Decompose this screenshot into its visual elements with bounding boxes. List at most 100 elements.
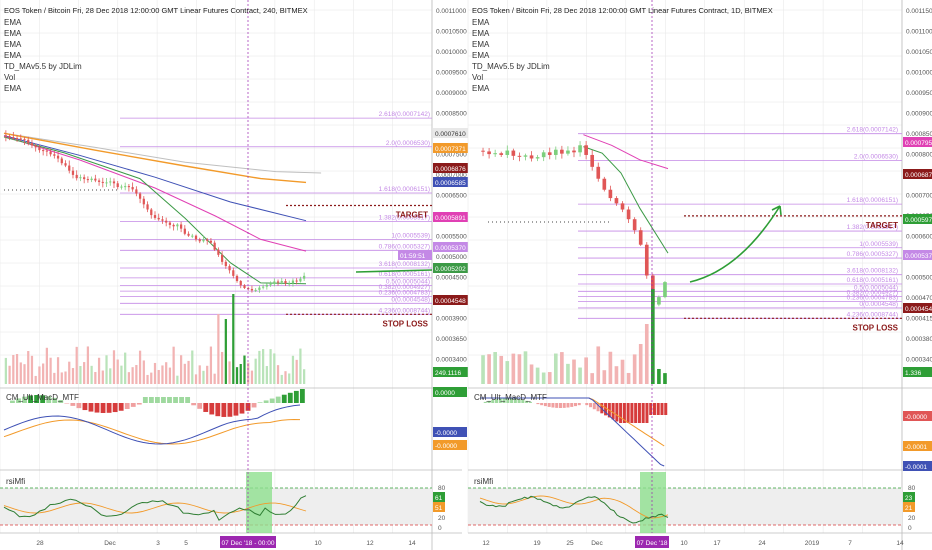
volume-bar [505,361,510,384]
candle-body [56,155,60,159]
macd-histogram-bar [34,395,40,403]
price-tag-text: 0.0007959 [905,140,932,147]
volume-bar [75,346,78,384]
volume-bar [153,362,157,384]
price-tag-bg [433,242,469,252]
volume-bar [535,367,540,384]
volume-bar [220,351,224,384]
volume-bar [303,369,306,384]
candle-body [644,244,649,276]
macd-tag: -0.0000 [433,440,467,450]
macd-histogram-bar [221,403,227,417]
price-axis-label: 0.0007000 [436,172,467,179]
candle-body [269,283,272,285]
macd-histogram-bar [215,403,221,417]
rsi-tag-bg [903,492,915,502]
candle-body [553,149,558,155]
macd-histogram-bar [179,397,184,403]
price-tag-text: 0.0005370 [905,253,932,260]
fib-level-label: 0(0.0004548) [859,301,898,308]
legend-item: EMA [472,18,490,27]
rsi-highlight-zone [246,472,272,533]
volume-bar [276,365,280,384]
macd-histogram-bar [528,401,532,403]
price-tag-text: 0.0005370 [435,245,466,252]
macd-histogram-bar [570,403,574,407]
candle-body [15,137,19,139]
time-axis-label: 14 [408,540,416,547]
fib-level-label: 0.236(0.0004783) [847,295,898,302]
candle-body [101,181,104,183]
legend-item: TD_MAv5.5 by JDLim [472,62,550,71]
price-tag-text: 0.0004548 [905,306,932,313]
candle-body [53,154,56,156]
macd-histogram-bar [245,403,251,411]
volume-bar [291,355,295,384]
fib-level-label: 0.382(0.0004927) [379,284,430,291]
volume-bar [657,368,661,384]
price-tag-bg [433,263,469,273]
macd-histogram-bar [167,397,172,403]
price-tag-bg [903,169,932,179]
volume-bar [49,357,52,384]
macd-histogram-bar [136,403,142,405]
candle-body [27,139,30,144]
volume-bar [105,355,108,384]
candle-body [254,289,257,291]
volume-bar [250,370,254,384]
fib-level-label: 4.236(0.0008744) [847,311,898,318]
macd-histogram-bar [615,403,619,422]
macd-histogram-bar [82,403,88,411]
time-highlight-bg [635,536,669,548]
legend-item: EMA [4,18,22,27]
price-tag-text: 0.0004548 [435,298,466,305]
macd-histogram-bar [173,397,178,403]
macd-histogram-bar [604,403,608,416]
candle-body [94,178,97,181]
macd-histogram-bar [547,403,551,407]
macd-line [480,397,665,467]
volume-bar [523,351,528,384]
time-axis-label: 19 [533,540,541,547]
volume-bar [101,370,104,384]
candle-body [523,155,528,157]
fib-level-label: 1.382(0.0005917) [379,215,430,222]
legend-item: EMA [472,40,490,49]
volume-bar [590,373,595,384]
price-tag-text: 0.0007610 [435,131,466,138]
macd-tag-text: -0.0001 [905,444,927,451]
rsi-axis-label: 80 [438,485,446,492]
price-tag: 0.0007371 [433,143,469,153]
price-tag: 0.0004548 [903,303,932,313]
fib-level-label: 0.786(0.0005327) [379,243,430,250]
candle-body [638,230,643,245]
macd-histogram-bar [76,403,82,409]
rsi-highlight-zone [640,472,666,533]
legend-item: EMA [472,84,490,93]
legend-item: EMA [472,51,490,60]
macd-histogram-bar [652,403,656,415]
macd-histogram-bar [191,403,197,406]
volume-bar [176,375,179,384]
fib-level-label: 0.236(0.0004783) [379,290,430,297]
candle-body [30,143,34,146]
macd-histogram-bar [124,403,130,410]
volume-bar [112,350,116,384]
panel-background [0,0,462,550]
candle-body [191,235,194,237]
legend-item: EMA [472,29,490,38]
fib-level-label: 2.0(0.0006530) [854,154,898,161]
candle-body [202,239,205,242]
macd-histogram-bar [649,403,653,415]
volume-bar [4,357,7,384]
price-axis-label: 0.0010500 [906,49,932,56]
rsi-tag: 21 [903,502,915,512]
candle-body [42,150,45,152]
volume-bar [109,368,112,384]
volume-bar [23,364,26,384]
candle-body [299,278,302,282]
fib-level-label: 1.618(0.0006151) [847,197,898,204]
fib-level-label: 4.236(0.0008744) [379,307,430,314]
volume-bar [217,314,220,384]
